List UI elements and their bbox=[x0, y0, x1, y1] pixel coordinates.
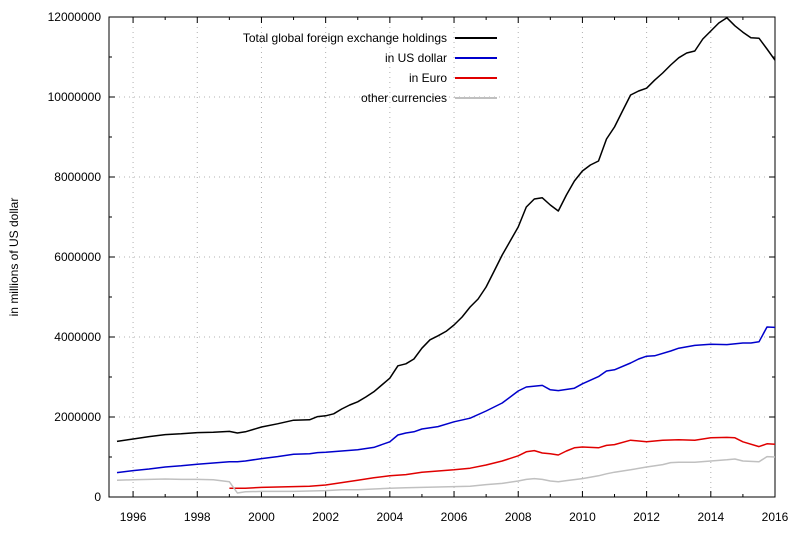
x-tick-label: 2012 bbox=[633, 510, 660, 524]
legend-label-1: Total global foreign exchange holdings bbox=[243, 31, 447, 45]
axes: 1996 1998 2000 2002 2004 2006 2008 2010 2012 2014… bbox=[48, 10, 789, 524]
y-tick-label: 10000000 bbox=[48, 90, 102, 104]
legend: Total global foreign exchange holdings in… bbox=[243, 31, 497, 105]
series-line-1 bbox=[116, 17, 775, 443]
x-tick-label: 2006 bbox=[441, 510, 468, 524]
y-tick-label: 8000000 bbox=[54, 170, 101, 184]
series-lines bbox=[116, 17, 775, 494]
y-tick-label: 6000000 bbox=[54, 250, 101, 264]
y-tick-label: 4000000 bbox=[54, 330, 101, 344]
legend-label-3: in Euro bbox=[409, 71, 447, 85]
legend-label-2: in US dollar bbox=[385, 51, 447, 65]
x-tick-label: 2000 bbox=[248, 510, 275, 524]
x-tick-label: 1998 bbox=[184, 510, 211, 524]
x-tick-label: 2014 bbox=[697, 510, 724, 524]
x-tick-label: 2002 bbox=[312, 510, 339, 524]
x-tick-label: 2008 bbox=[505, 510, 532, 524]
y-tick-label: 2000000 bbox=[54, 410, 101, 424]
x-tick-label: 2010 bbox=[569, 510, 596, 524]
series-line-3 bbox=[229, 436, 775, 489]
legend-label-4: other currencies bbox=[361, 91, 447, 105]
series-line-4 bbox=[116, 455, 775, 494]
series-line-2 bbox=[116, 326, 775, 474]
x-tick-label: 1996 bbox=[120, 510, 147, 524]
y-axis-title: in millions of US dollar bbox=[7, 198, 21, 317]
x-tick-label: 2004 bbox=[376, 510, 403, 524]
y-tick-label: 0 bbox=[94, 490, 101, 504]
grid bbox=[109, 17, 775, 497]
x-tick-label: 2016 bbox=[762, 510, 789, 524]
y-tick-label: 12000000 bbox=[48, 10, 102, 24]
